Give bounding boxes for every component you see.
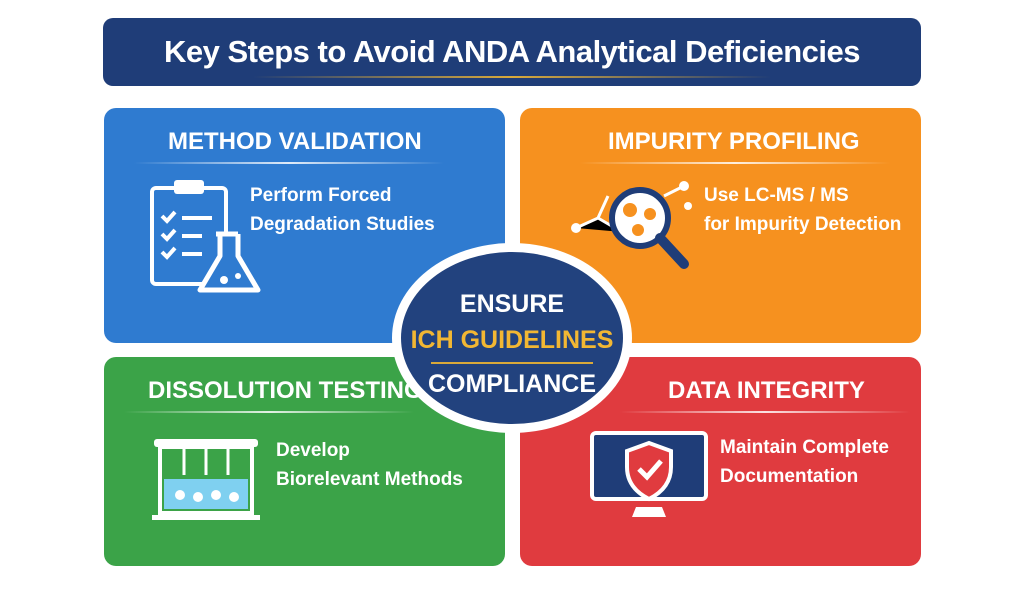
quadrant-text: Maintain Complete Documentation: [720, 433, 889, 491]
monitor-shield-icon: [590, 431, 708, 517]
center-line-3: COMPLIANCE: [427, 370, 597, 398]
divider: [620, 411, 910, 413]
quadrant-heading: DISSOLUTION TESTING: [148, 377, 423, 404]
text-line: Biorelevant Methods: [276, 469, 463, 490]
text-line: for Impurity Detection: [704, 214, 902, 235]
center-divider: [431, 362, 593, 364]
quadrant-impurity-profiling: IMPURITY PROFILING Use LC-MS / MS for Im…: [520, 108, 921, 343]
divider: [134, 162, 444, 164]
quadrant-heading: METHOD VALIDATION: [168, 128, 422, 155]
quadrant-text: Use LC-MS / MS for Impurity Detection: [704, 181, 901, 239]
text-line: Use LC-MS / MS: [704, 185, 849, 206]
quadrant-heading: DATA INTEGRITY: [668, 377, 865, 404]
dissolution-bath-icon: [152, 439, 260, 520]
text-line: Develop: [276, 440, 350, 461]
center-badge: ENSURE ICH GUIDELINES COMPLIANCE: [392, 243, 632, 433]
magnifier-molecule-icon: [571, 181, 692, 269]
quadrant-method-validation: METHOD VALIDATION Perform Forced Degrada…: [104, 108, 505, 343]
quadrant-text: Develop Biorelevant Methods: [276, 436, 463, 494]
text-line: Maintain Complete: [720, 437, 889, 458]
quadrant-text: Perform Forced Degradation Studies: [250, 181, 435, 239]
divider: [580, 162, 890, 164]
text-line: Degradation Studies: [250, 214, 435, 235]
center-line-1: ENSURE: [459, 290, 565, 318]
quadrant-heading: IMPURITY PROFILING: [608, 128, 860, 155]
divider: [124, 411, 414, 413]
text-line: Documentation: [720, 466, 859, 487]
clipboard-flask-icon: [150, 180, 261, 293]
page-title: Key Steps to Avoid ANDA Analytical Defic…: [103, 18, 921, 86]
text-line: Perform Forced: [250, 185, 392, 206]
center-line-2: ICH GUIDELINES: [410, 326, 614, 354]
